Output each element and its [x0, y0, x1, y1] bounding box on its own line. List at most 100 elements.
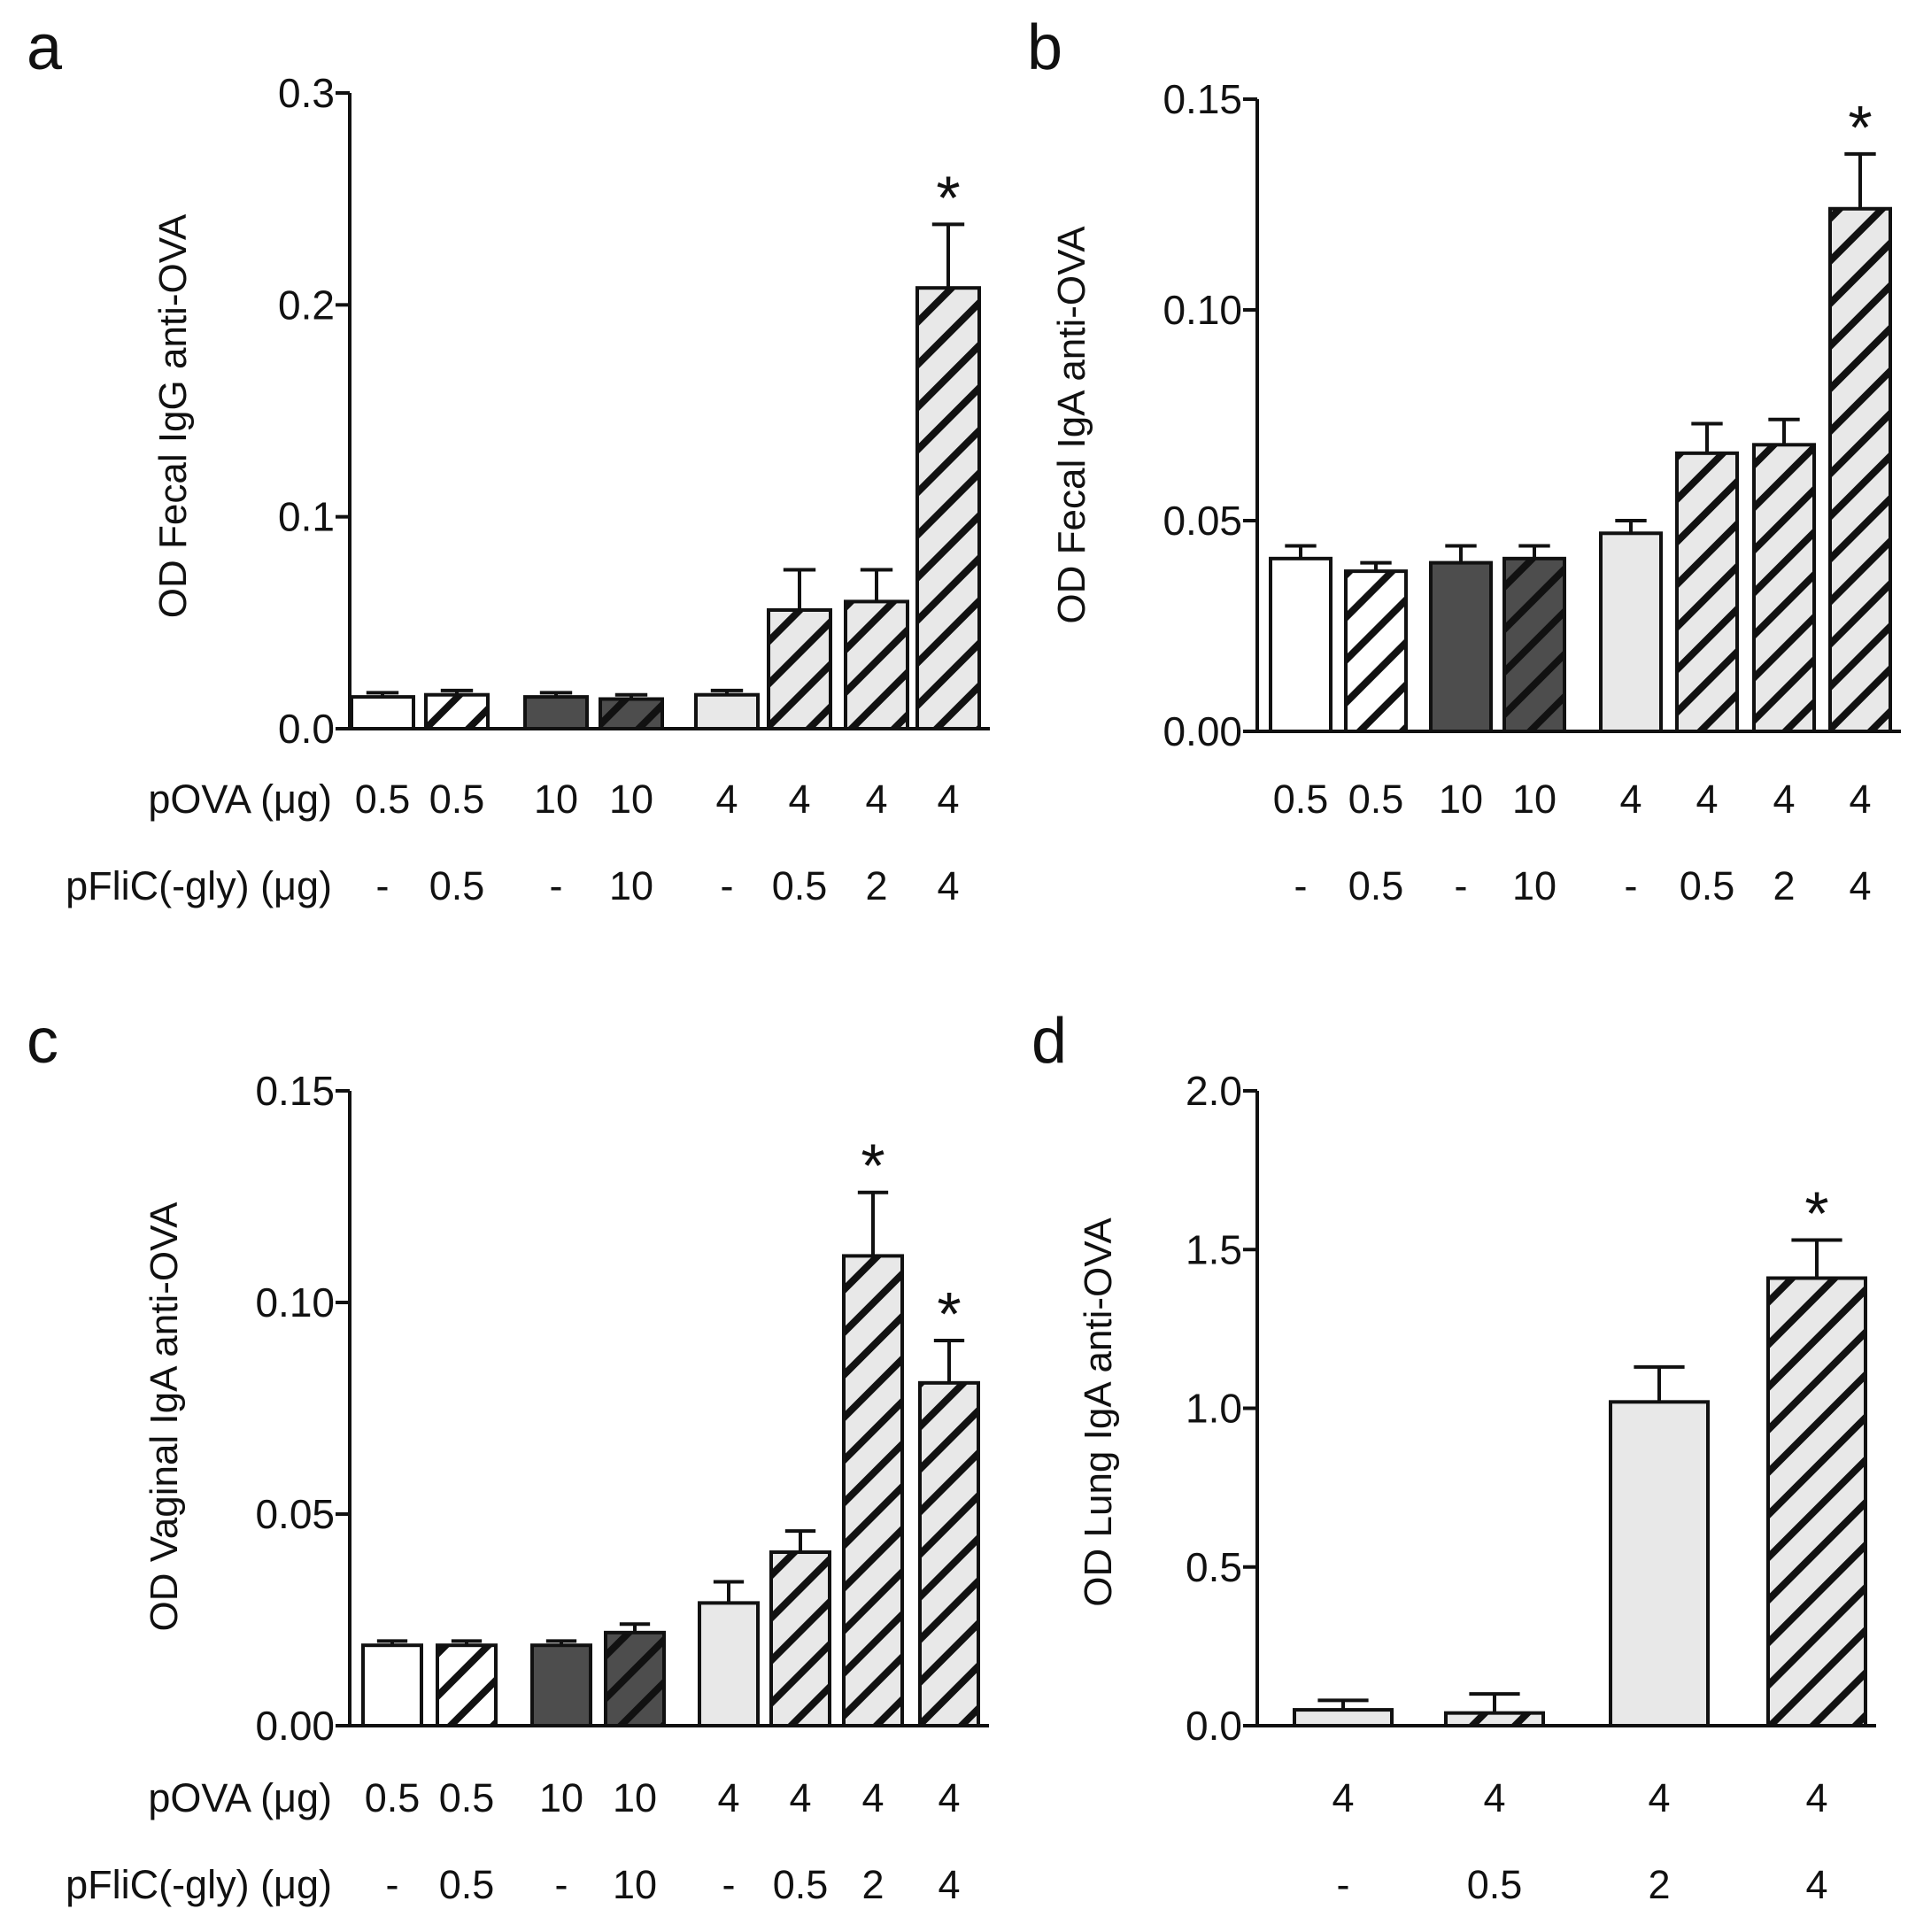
bar-hatch-b-6 — [1677, 452, 1737, 731]
dose-label-c-r1-3: 10 — [539, 1775, 583, 1820]
bar-hatch-a-8 — [917, 288, 979, 729]
bar-c-2 — [436, 1643, 498, 1728]
y-tick-label-d-0: 0.0 — [1186, 1703, 1242, 1749]
dose-label-a-r2-6: 0.5 — [772, 863, 828, 908]
panel-letter-a: a — [27, 12, 63, 83]
dose-label-c-r2-7: 2 — [861, 1862, 884, 1907]
bar-fill-b-5 — [1601, 533, 1661, 731]
bar-d-2 — [1444, 1711, 1545, 1728]
dose-label-d-r1-3: 4 — [1648, 1775, 1670, 1820]
dose-label-c-r1-4: 10 — [613, 1775, 657, 1820]
dose-label-a-r1-4: 10 — [609, 777, 653, 822]
bar-fill-a-3 — [525, 697, 587, 729]
y-tick-label-c-2: 0.10 — [255, 1279, 335, 1325]
dose-label-c-r1-8: 4 — [938, 1775, 960, 1820]
significance-star-c-8: * — [937, 1279, 961, 1349]
bar-hatch-a-2 — [426, 694, 488, 729]
y-tick-label-b-3: 0.15 — [1163, 76, 1242, 122]
bar-fill-d-3 — [1611, 1402, 1708, 1726]
y-axis-label-a: OD Fecal IgG anti-OVA — [151, 213, 195, 618]
dose-label-b-r1-6: 4 — [1696, 777, 1718, 822]
bar-b-2 — [1344, 569, 1408, 733]
dose-label-c-r1-2: 0.5 — [439, 1775, 495, 1820]
dose-label-b-r2-3: - — [1455, 863, 1468, 908]
dose-label-c-r1-7: 4 — [861, 1775, 884, 1820]
dose-label-c-r2-2: 0.5 — [439, 1862, 495, 1907]
bar-a-1 — [350, 695, 415, 730]
dose-label-d-r2-3: 2 — [1648, 1862, 1670, 1907]
dose-label-a-r2-5: - — [721, 863, 734, 908]
y-axis-label-d: OD Lung IgA anti-OVA — [1077, 1217, 1120, 1607]
bar-b-7 — [1752, 443, 1816, 733]
bar-hatch-b-4 — [1504, 558, 1564, 731]
dose-label-a-r2-1: - — [376, 863, 390, 908]
plot-b: 0.000.050.100.15 *0.5 0.5 10 10 4 4 4 4- 0.5-10-0… — [1163, 76, 1901, 908]
bar-fill-c-5 — [699, 1603, 758, 1726]
dose-label-d-r2-1: - — [1337, 1862, 1350, 1907]
dose-label-b-r1-4: 10 — [1512, 777, 1557, 822]
bar-hatch-b-7 — [1754, 444, 1814, 731]
dose-label-d-r1-2: 4 — [1483, 1775, 1505, 1820]
panel-a: a OD Fecal IgG anti-OVA 0.0 0.1 0.2 0.3 * 0.5… — [27, 12, 990, 908]
bar-c-7 — [842, 1254, 904, 1728]
bar-b-4 — [1502, 556, 1566, 734]
row-label-c-povA: pOVA (μg) — [148, 1775, 332, 1820]
dose-label-a-r1-2: 0.5 — [429, 777, 485, 822]
y-tick-label-a-0: 0.0 — [278, 706, 335, 752]
significance-star-a-8: * — [936, 163, 960, 232]
y-tick-label-d-1: 0.5 — [1186, 1544, 1242, 1590]
dose-label-a-r2-2: 0.5 — [429, 863, 485, 908]
dose-label-d-r2-2: 0.5 — [1467, 1862, 1523, 1907]
plot-c: 0.000.050.100.15**0.5 0.5 10 10 4 4 4 4- 0.5-10-… — [255, 1068, 989, 1907]
row-label-a-povA: pOVA (μg) — [148, 777, 332, 822]
dose-label-c-r2-4: 10 — [613, 1862, 657, 1907]
dose-label-b-r1-8: 4 — [1849, 777, 1871, 822]
dose-label-c-r2-3: - — [555, 1862, 568, 1907]
bar-fill-b-1 — [1271, 558, 1331, 731]
bar-d-4 — [1766, 1276, 1867, 1727]
bar-hatch-b-2 — [1346, 571, 1406, 731]
dose-label-b-r2-1: - — [1294, 863, 1308, 908]
dose-label-b-r2-4: 10 — [1512, 863, 1557, 908]
y-tick-label-a-1: 0.1 — [278, 494, 335, 540]
dose-label-a-r2-4: 10 — [609, 863, 653, 908]
bar-a-5 — [694, 692, 760, 730]
bar-c-6 — [769, 1550, 831, 1728]
bar-fill-a-1 — [351, 697, 413, 729]
row-label-a-pflic: pFliC(-gly) (μg) — [66, 863, 332, 908]
dose-label-a-r1-1: 0.5 — [355, 777, 411, 822]
panel-letter-d: d — [1031, 1006, 1067, 1077]
bar-b-1 — [1269, 556, 1333, 734]
bar-hatch-a-4 — [600, 699, 662, 729]
dose-label-c-r2-8: 4 — [938, 1862, 960, 1907]
y-tick-label-b-0: 0.00 — [1163, 708, 1242, 754]
bar-hatch-a-7 — [846, 601, 908, 729]
dose-label-c-r2-1: - — [386, 1862, 399, 1907]
panel-letter-c: c — [27, 1006, 58, 1077]
bar-fill-a-5 — [696, 694, 758, 729]
bar-c-5 — [698, 1601, 760, 1727]
significance-star-d-4: * — [1804, 1179, 1828, 1248]
dose-label-b-r2-8: 4 — [1849, 863, 1871, 908]
bar-a-7 — [844, 599, 909, 731]
y-tick-label-a-3: 0.3 — [278, 70, 335, 116]
bar-fill-c-3 — [532, 1645, 591, 1726]
significance-star-c-7: * — [861, 1132, 884, 1201]
dose-label-a-r1-8: 4 — [937, 777, 959, 822]
bar-a-8 — [915, 286, 981, 730]
bar-a-6 — [767, 607, 832, 730]
y-tick-label-b-1: 0.05 — [1163, 498, 1242, 544]
bar-hatch-d-2 — [1446, 1712, 1543, 1726]
bar-hatch-c-6 — [771, 1552, 830, 1726]
y-tick-label-b-2: 0.10 — [1163, 287, 1242, 333]
bar-fill-d-1 — [1294, 1710, 1392, 1726]
y-tick-label-d-3: 1.5 — [1186, 1226, 1242, 1272]
dose-label-d-r2-4: 4 — [1805, 1862, 1827, 1907]
y-axis-label-c: OD Vaginal IgA anti-OVA — [143, 1202, 186, 1632]
panel-b: b OD Fecal IgA anti-OVA 0.00 0.05 0.10 0.15… — [1027, 12, 1901, 908]
bar-hatch-b-8 — [1830, 208, 1890, 731]
bar-c-4 — [604, 1630, 666, 1727]
panel-c: c OD Vaginal IgA anti-OVA 0.00 0.05 0.10 0.… — [27, 1006, 989, 1907]
bar-b-8 — [1828, 206, 1892, 733]
